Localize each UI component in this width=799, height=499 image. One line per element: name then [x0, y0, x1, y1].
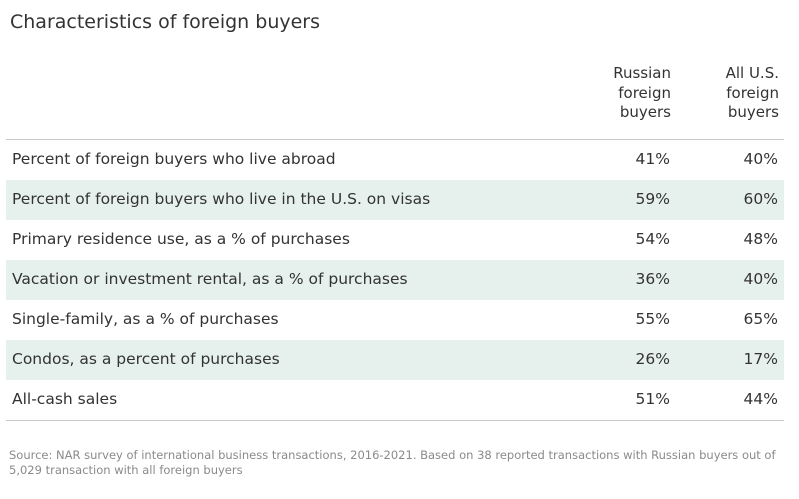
table-row: Vacation or investment rental, as a % of…	[6, 260, 784, 300]
column-header-line: buyers	[727, 103, 779, 121]
cell-russian-buyers: 54%	[635, 230, 670, 248]
cell-russian-buyers: 59%	[635, 190, 670, 208]
column-header-line: foreign	[618, 83, 671, 102]
table-row: Condos, as a percent of purchases 26% 17%	[6, 340, 784, 380]
cell-all-us-buyers: 65%	[743, 310, 778, 328]
cell-all-us-buyers: 40%	[743, 150, 778, 168]
table-row: Percent of foreign buyers who live in th…	[6, 180, 784, 220]
row-label: All-cash sales	[12, 390, 118, 408]
row-label: Primary residence use, as a % of purchas…	[12, 230, 350, 248]
cell-all-us-buyers: 48%	[743, 230, 778, 248]
cell-russian-buyers: 26%	[635, 350, 670, 368]
column-header-all-us-buyers: All U.S. foreign buyers	[679, 64, 779, 123]
row-label: Percent of foreign buyers who live in th…	[12, 190, 431, 208]
column-header-line: buyers	[619, 103, 671, 121]
cell-all-us-buyers: 40%	[743, 270, 778, 288]
column-header-line: All U.S.	[725, 64, 779, 82]
table-row: Percent of foreign buyers who live abroa…	[6, 140, 784, 180]
row-label: Condos, as a percent of purchases	[12, 350, 280, 368]
table-row: All-cash sales 51% 44%	[6, 380, 784, 421]
cell-russian-buyers: 36%	[635, 270, 670, 288]
row-label: Vacation or investment rental, as a % of…	[12, 270, 408, 288]
row-label: Percent of foreign buyers who live abroa…	[12, 150, 336, 168]
column-header-russian-buyers: Russian foreign buyers	[561, 64, 671, 123]
cell-all-us-buyers: 44%	[743, 390, 778, 408]
cell-russian-buyers: 55%	[635, 310, 670, 328]
cell-all-us-buyers: 60%	[743, 190, 778, 208]
cell-all-us-buyers: 17%	[743, 350, 778, 368]
cell-russian-buyers: 51%	[635, 390, 670, 408]
table-header: Russian foreign buyers All U.S. foreign …	[6, 60, 784, 140]
source-note: Source: NAR survey of international busi…	[9, 448, 776, 477]
column-header-line: Russian	[613, 64, 671, 82]
row-label: Single-family, as a % of purchases	[12, 310, 279, 328]
table-row: Single-family, as a % of purchases 55% 65%	[6, 300, 784, 340]
chart-title: Characteristics of foreign buyers	[10, 11, 321, 33]
column-header-line: foreign	[726, 83, 779, 102]
data-table: Russian foreign buyers All U.S. foreign …	[6, 60, 784, 421]
table-row: Primary residence use, as a % of purchas…	[6, 220, 784, 260]
table-body: Percent of foreign buyers who live abroa…	[6, 140, 784, 421]
cell-russian-buyers: 41%	[635, 150, 670, 168]
